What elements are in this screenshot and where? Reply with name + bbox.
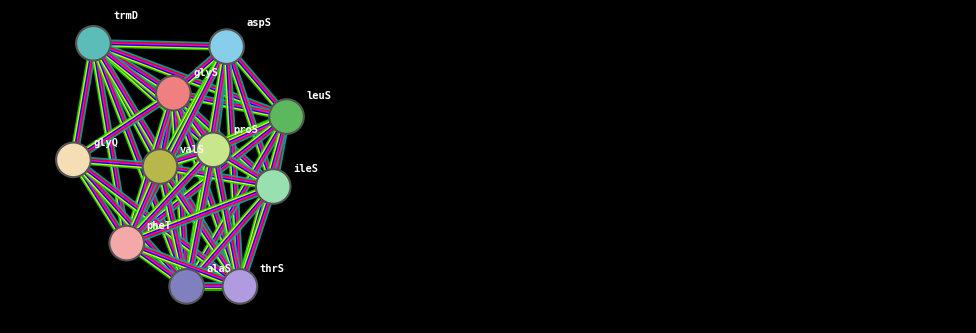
Text: alaS: alaS — [207, 264, 231, 274]
Circle shape — [156, 76, 190, 111]
Circle shape — [56, 143, 91, 177]
Text: glyS: glyS — [193, 68, 219, 78]
Text: valS: valS — [180, 145, 205, 155]
Text: trmD: trmD — [113, 11, 139, 21]
Text: glyQ: glyQ — [94, 138, 118, 148]
Circle shape — [209, 29, 244, 64]
Text: aspS: aspS — [247, 18, 271, 28]
Circle shape — [256, 169, 291, 204]
Circle shape — [109, 226, 144, 260]
Circle shape — [223, 269, 258, 304]
Text: leuS: leuS — [306, 91, 332, 101]
Circle shape — [142, 149, 178, 184]
Circle shape — [76, 26, 110, 61]
Text: ileS: ileS — [293, 165, 318, 174]
Text: thrS: thrS — [260, 264, 285, 274]
Text: pheT: pheT — [146, 221, 172, 231]
Text: proS: proS — [233, 125, 259, 135]
Circle shape — [196, 133, 230, 167]
Circle shape — [169, 269, 204, 304]
Circle shape — [269, 99, 304, 134]
